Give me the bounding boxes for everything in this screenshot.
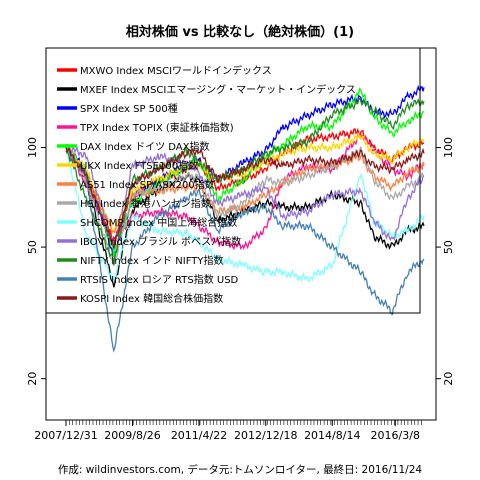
- legend-label-10: NIFTY Index インド NIFTY指数: [80, 254, 224, 267]
- y-tick-label-left-50: 50: [26, 240, 39, 254]
- series-line-9: [65, 144, 425, 250]
- series-layer: [65, 84, 425, 353]
- x-tick-label-5: 2016/3/8: [371, 429, 420, 442]
- y-tick-label-left-100: 100: [26, 137, 39, 158]
- x-axis: 2007/12/31 2009/8/26 2011/4/22 2012/12/18 20…: [34, 420, 422, 442]
- chart-title: 相対株価 vs 比較なし（絶対株価）(1): [126, 24, 354, 40]
- x-tick-label-3: 2012/12/18: [234, 429, 297, 442]
- y-axis-left: 20 50 100: [26, 137, 46, 386]
- legend-label-1: MXEF Index MSCIエマージング・マーケット・インデックス: [80, 83, 356, 96]
- y-axis-right: 20 50 100: [436, 137, 455, 386]
- legend-box: [45, 47, 421, 314]
- series-line-12: [65, 145, 425, 249]
- legend-label-5: UKX Index FTSE100指数: [80, 159, 198, 172]
- legend-label-0: MXWO Index MSCIワールドインデックス: [80, 64, 272, 77]
- legend-label-7: HSI Index 香港ハンセン指数: [80, 197, 211, 210]
- series-line-11: [65, 146, 425, 353]
- legend-label-3: TPX Index TOPIX (東証株価指数): [79, 121, 234, 134]
- x-tick-label-2: 2011/4/22: [171, 429, 227, 442]
- x-tick-label-1: 2009/8/26: [104, 429, 160, 442]
- x-tick-label-4: 2014/8/14: [304, 429, 360, 442]
- series-line-4: [65, 87, 425, 258]
- legend-label-6: AS51 Index SP/ASX200指数: [80, 178, 215, 191]
- y-tick-label-right-20: 20: [442, 372, 455, 386]
- legend-label-2: SPX Index SP 500種: [80, 102, 178, 115]
- legend-label-9: IBOV Index ブラジル ボベスパ指数: [80, 235, 241, 248]
- series-line-7: [65, 146, 425, 267]
- legend-label-4: DAX Index ドイツ DAX指数: [80, 140, 210, 153]
- y-tick-label-right-50: 50: [442, 240, 455, 254]
- legend: MXWO Index MSCIワールドインデックス MXEF Index MSCI…: [57, 64, 356, 305]
- legend-label-11: RTSIS Index ロシア RTS指数 USD: [80, 273, 239, 286]
- x-tick-label-0: 2007/12/31: [34, 429, 97, 442]
- y-tick-label-right-100: 100: [442, 137, 455, 158]
- chart-caption: 作成: wildinvestors.com, データ元:トムソンロイター, 最終…: [58, 463, 422, 476]
- y-tick-label-left-20: 20: [26, 372, 39, 386]
- legend-label-8: SHCOMP Index 中国上海総合指数: [80, 216, 237, 229]
- series-line-8: [65, 146, 425, 284]
- legend-label-12: KOSPI Index 韓国総合株価指数: [80, 292, 223, 305]
